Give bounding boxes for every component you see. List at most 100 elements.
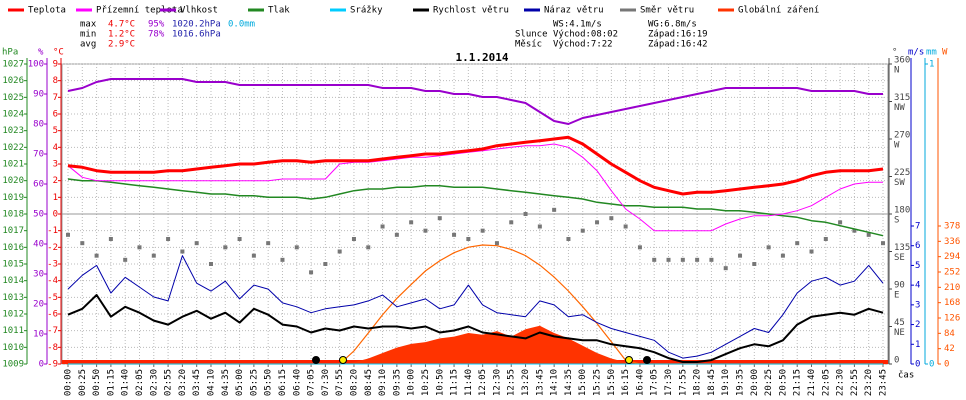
y-tick-label: 1019 bbox=[2, 193, 24, 203]
y-tick-label: 3 bbox=[53, 160, 58, 170]
y-tick-label: 1011 bbox=[2, 326, 24, 336]
x-tick-label: 21:40 bbox=[807, 369, 817, 396]
direction-point bbox=[637, 245, 642, 250]
y-tick-label: 70 bbox=[33, 150, 44, 160]
y-tick-label: 0 bbox=[929, 360, 934, 370]
direction-point bbox=[266, 241, 271, 246]
y-tick-label: 1021 bbox=[2, 160, 24, 170]
x-tick-label: 17:55 bbox=[678, 369, 688, 396]
direction-point bbox=[766, 245, 771, 250]
y-tick-label: 1015 bbox=[2, 260, 24, 270]
y-tick-label: 360 bbox=[894, 56, 910, 66]
direction-point bbox=[309, 270, 314, 275]
x-tick-label: 11:15 bbox=[450, 369, 460, 396]
direction-point bbox=[80, 241, 85, 246]
x-tick-label: 17:30 bbox=[664, 369, 674, 396]
direction-point bbox=[566, 237, 571, 241]
x-tick-label: 19:35 bbox=[736, 369, 746, 396]
direction-point bbox=[437, 216, 442, 221]
x-tick-label: 18:45 bbox=[707, 369, 717, 396]
radiation-area bbox=[68, 325, 883, 364]
y-tick-label: -8 bbox=[47, 343, 58, 353]
direction-point bbox=[151, 253, 156, 258]
direction-point bbox=[94, 253, 99, 258]
y-tick-label: 1026 bbox=[2, 76, 24, 86]
wind-stat: WG:6.8m/s bbox=[648, 20, 697, 30]
x-tick-label: 17:05 bbox=[650, 369, 660, 396]
x-tick-label: 06:40 bbox=[292, 369, 302, 396]
y-tick-label: 7 bbox=[53, 93, 58, 103]
direction-point bbox=[823, 237, 828, 241]
direction-point bbox=[652, 257, 657, 262]
direction-point bbox=[480, 228, 485, 233]
series-line bbox=[67, 255, 884, 359]
x-tick-label: 04:10 bbox=[206, 369, 216, 396]
compass-label: W bbox=[894, 141, 900, 151]
y-tick-label: 135 bbox=[894, 243, 910, 253]
direction-point bbox=[66, 232, 70, 237]
y-tick-label: 210 bbox=[944, 283, 960, 293]
x-tick-label: 00:50 bbox=[92, 369, 102, 396]
y-tick-label: 1024 bbox=[2, 110, 24, 120]
x-tick-label: 05:25 bbox=[249, 369, 259, 396]
x-tick-label: 02:30 bbox=[149, 369, 159, 396]
series-line bbox=[67, 78, 883, 125]
y-tick-label: 294 bbox=[944, 252, 960, 262]
y-tick-label: 1010 bbox=[2, 343, 24, 353]
axis-label: °C bbox=[53, 48, 64, 58]
direction-point bbox=[294, 245, 299, 250]
y-tick-label: 1022 bbox=[2, 143, 24, 153]
x-tick-label: 13:20 bbox=[521, 369, 531, 396]
y-tick-label: 1 bbox=[929, 60, 934, 70]
stat-label: min bbox=[80, 30, 96, 40]
x-tick-label: 23:45 bbox=[879, 369, 889, 396]
direction-point bbox=[166, 237, 171, 241]
x-tick-label: 22:30 bbox=[836, 369, 846, 396]
x-tick-label: 20:25 bbox=[764, 369, 774, 396]
y-tick-label: -9 bbox=[47, 360, 58, 370]
legend-label: Globální záření bbox=[738, 6, 819, 16]
direction-point bbox=[180, 249, 185, 254]
y-tick-label: -2 bbox=[47, 243, 58, 253]
direction-point bbox=[351, 237, 356, 241]
y-tick-label: 1017 bbox=[2, 226, 24, 236]
y-tick-label: 100 bbox=[28, 60, 44, 70]
y-tick-label: 225 bbox=[894, 168, 910, 178]
x-tick-label: 07:05 bbox=[307, 369, 317, 396]
y-tick-label: 2 bbox=[53, 176, 58, 186]
y-tick-label: 336 bbox=[944, 237, 960, 247]
direction-point bbox=[852, 228, 857, 233]
x-tick-label: 11:40 bbox=[464, 369, 474, 396]
y-tick-label: 315 bbox=[894, 93, 910, 103]
moon-set: Západ:16:42 bbox=[648, 40, 708, 50]
stat-value: 95% bbox=[148, 20, 165, 30]
x-tick-label: 04:35 bbox=[221, 369, 231, 396]
x-tick-label: 15:25 bbox=[593, 369, 603, 396]
series-line bbox=[67, 135, 884, 196]
x-tick-label: 05:00 bbox=[235, 369, 245, 396]
stat-value: 1020.2hPa bbox=[172, 20, 221, 30]
sun-moon-marker bbox=[312, 356, 320, 364]
direction-point bbox=[323, 262, 328, 266]
x-tick-label: 05:50 bbox=[264, 369, 274, 396]
x-tick-label: 07:55 bbox=[335, 369, 345, 396]
y-tick-label: 252 bbox=[944, 268, 960, 278]
direction-point bbox=[695, 257, 700, 262]
y-tick-label: 168 bbox=[944, 298, 960, 308]
x-axis-label: čas bbox=[898, 370, 914, 381]
x-tick-label: 01:40 bbox=[121, 369, 131, 396]
y-tick-label: 0 bbox=[53, 210, 58, 220]
y-tick-label: 1016 bbox=[2, 243, 24, 253]
x-tick-label: 20:50 bbox=[778, 369, 788, 396]
compass-label: NE bbox=[894, 328, 905, 338]
wind-stat: WS:4.1m/s bbox=[553, 20, 602, 30]
direction-point bbox=[137, 245, 142, 250]
x-tick-label: 13:45 bbox=[535, 369, 545, 396]
x-tick-label: 02:55 bbox=[164, 369, 174, 396]
y-tick-label: 1025 bbox=[2, 93, 24, 103]
x-tick-label: 12:55 bbox=[507, 369, 517, 396]
y-tick-label: 45 bbox=[894, 318, 905, 328]
direction-point bbox=[466, 237, 471, 241]
x-tick-label: 16:40 bbox=[635, 369, 645, 396]
sun-moon-marker bbox=[339, 356, 347, 364]
